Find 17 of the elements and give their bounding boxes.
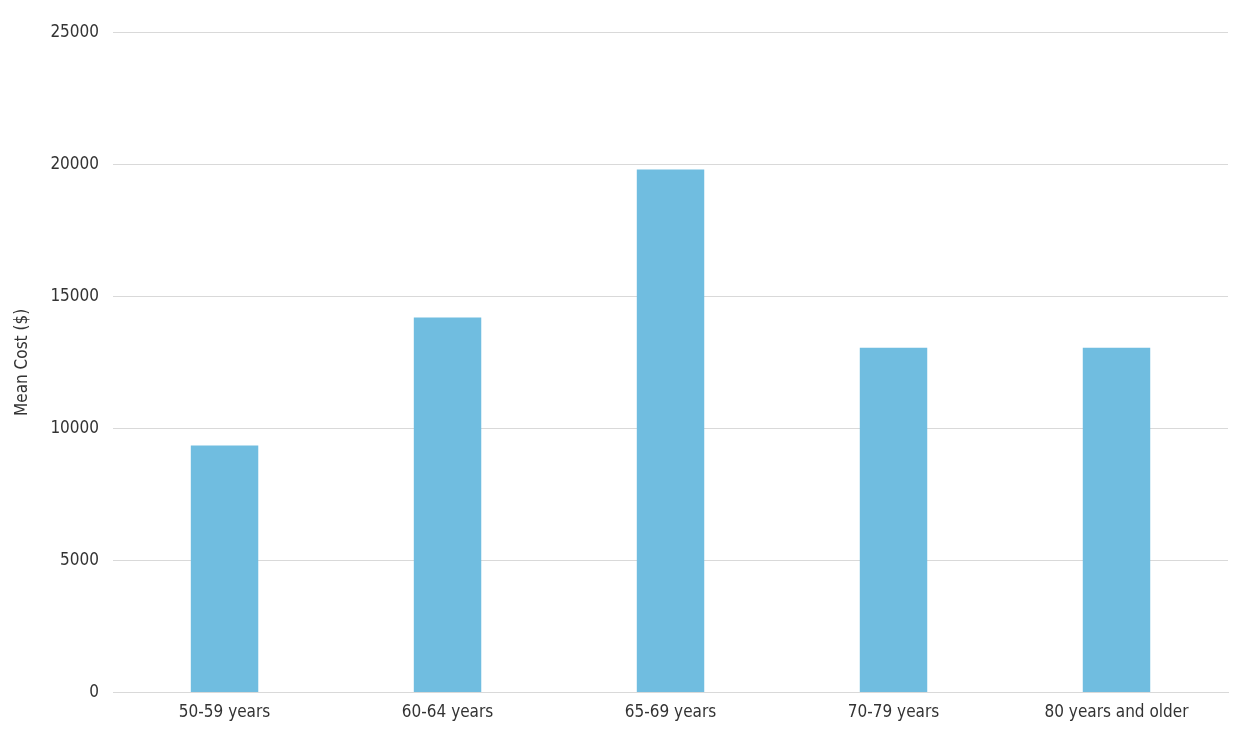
x-tick-label: 70-79 years — [847, 701, 940, 722]
bar — [636, 169, 705, 693]
x-tick-label: 60-64 years — [401, 701, 494, 722]
x-tick-label: 65-69 years — [624, 701, 717, 722]
y-axis-title: Mean Cost ($) — [10, 308, 31, 416]
y-tick-label: 10000 — [50, 416, 100, 437]
bar — [1082, 347, 1151, 693]
bar — [190, 445, 259, 693]
x-tick-label: 50-59 years — [178, 701, 271, 722]
y-tick-label: 20000 — [50, 152, 100, 173]
y-tick-label: 15000 — [50, 284, 100, 305]
x-tick-label: 80 years and older — [1044, 701, 1190, 722]
y-tick-label: 25000 — [50, 20, 100, 41]
y-tick-label: 5000 — [60, 548, 100, 569]
bar — [859, 347, 928, 693]
y-tick-label: 0 — [89, 681, 100, 702]
bar — [413, 317, 482, 693]
